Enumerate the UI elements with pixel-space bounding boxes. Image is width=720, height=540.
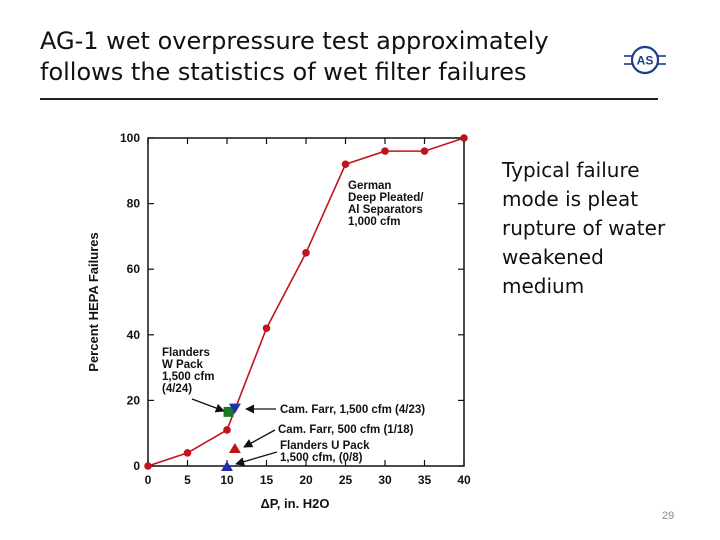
- y-tick-label: 0: [133, 459, 140, 473]
- y-axis-label: Percent HEPA Failures: [86, 232, 101, 371]
- chart-frame: [147, 137, 465, 467]
- annotation-flanders-u-pack: Flanders U Pack 1,500 cfm, (0/8): [280, 440, 370, 464]
- data-point: [262, 324, 271, 333]
- side-note: Typical failure mode is pleat rupture of…: [502, 156, 702, 301]
- arrow-flanders-w-pack: [191, 398, 225, 413]
- chart-ticks: 0 20 40 60 80 100 0 5 10 15 20 25 30 35 40: [120, 131, 471, 487]
- annotation-cam-farr-500: Cam. Farr, 500 cfm (1/18): [278, 424, 414, 436]
- side-note-line: mode is pleat: [502, 187, 639, 211]
- plot-area-border: [147, 137, 465, 467]
- side-note-line: medium: [502, 274, 585, 298]
- data-point: [341, 160, 350, 169]
- marker-triangle-up: [221, 461, 233, 471]
- annotation-line: 1,000 cfm: [348, 216, 400, 228]
- logo-text: AS: [637, 54, 654, 68]
- data-point: [381, 147, 389, 155]
- slide-title: AG-1 wet overpressure test approximately…: [40, 26, 580, 88]
- x-tick-label: 5: [184, 473, 191, 487]
- side-note-line: Typical failure: [502, 158, 640, 182]
- y-tick-label: 20: [127, 393, 141, 407]
- data-point: [460, 134, 468, 142]
- arrow-cam-farr-500: [243, 429, 276, 448]
- as-logo-icon: AS: [624, 45, 666, 75]
- annotation-line: 1,500 cfm, (0/8): [280, 452, 363, 464]
- annotation-line: Al Separators: [348, 204, 423, 216]
- chart-markers: [221, 403, 241, 471]
- x-tick-label: 40: [457, 473, 471, 487]
- marker-triangle-down: [228, 403, 241, 414]
- y-tick-label: 60: [127, 262, 141, 276]
- annotation-line: W Pack: [162, 359, 204, 371]
- marker-triangle-up: [228, 442, 241, 453]
- data-point: [183, 449, 192, 457]
- annotation-line: German: [348, 180, 391, 192]
- x-tick-label: 35: [418, 473, 432, 487]
- data-point: [420, 147, 429, 155]
- side-note-line: weakened: [502, 245, 604, 269]
- x-axis-label: ΔP, in. H2O: [260, 496, 329, 511]
- x-tick-label: 25: [339, 473, 353, 487]
- marker-square: [223, 406, 234, 417]
- chart-series: [144, 134, 468, 470]
- data-point: [223, 426, 231, 434]
- y-tick-label: 80: [127, 197, 141, 211]
- x-tick-label: 30: [378, 473, 392, 487]
- annotation-cam-farr-1500: Cam. Farr, 1,500 cfm (4/23): [280, 404, 425, 416]
- data-point: [144, 462, 152, 470]
- title-divider: [40, 98, 658, 100]
- slide-title-line-1: AG-1 wet overpressure test approximately: [40, 27, 549, 55]
- y-tick-label: 40: [127, 328, 141, 342]
- arrow-flanders-u-pack: [235, 451, 278, 467]
- y-tick-label: 100: [120, 131, 140, 145]
- x-tick-label: 20: [299, 473, 313, 487]
- annotation-line: Deep Pleated/: [348, 192, 424, 204]
- page-number: 29: [662, 510, 675, 522]
- side-note-line: rupture of water: [502, 216, 666, 240]
- annotation-line: 1,500 cfm: [162, 371, 214, 383]
- series-line: [147, 137, 465, 467]
- slide-title-line-2: follows the statistics of wet filter fai…: [40, 58, 527, 86]
- annotation-line: (4/24): [162, 383, 192, 395]
- x-tick-label: 15: [260, 473, 274, 487]
- x-tick-label: 10: [220, 473, 234, 487]
- annotation-flanders-w-pack: Flanders W Pack 1,500 cfm (4/24): [162, 347, 214, 395]
- data-point: [302, 249, 310, 257]
- annotation-line: Flanders U Pack: [280, 440, 370, 452]
- annotation-line: Flanders: [162, 347, 210, 359]
- annotation-german: German Deep Pleated/ Al Separators 1,000…: [348, 180, 424, 228]
- x-tick-label: 0: [145, 473, 152, 487]
